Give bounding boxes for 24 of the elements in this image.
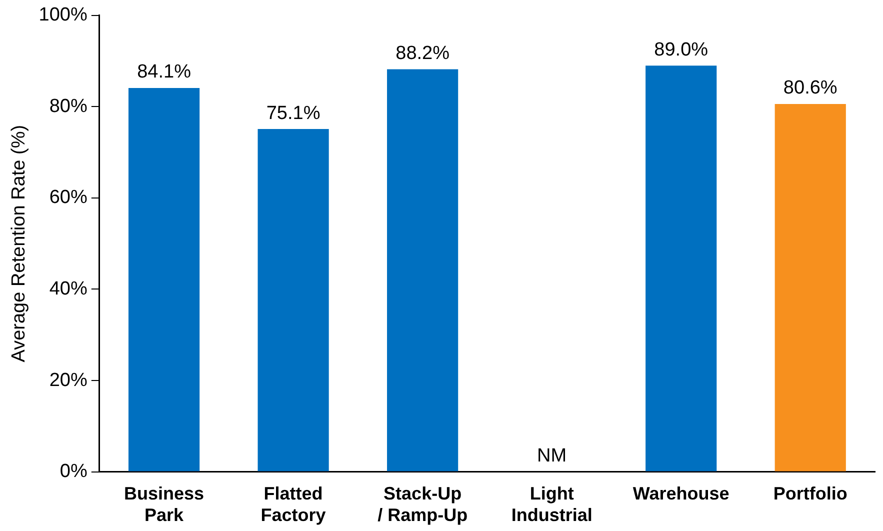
data-label: 75.1% — [266, 102, 320, 124]
data-label: 89.0% — [654, 39, 708, 60]
x-tick-label: Business Park — [124, 484, 204, 526]
y-tick-label: 80% — [49, 96, 88, 117]
x-tick-label: Light Industrial — [511, 484, 592, 526]
bar — [128, 88, 200, 472]
x-tick-label: Stack-Up / Ramp-Up — [378, 484, 468, 526]
y-tick-label: 0% — [60, 461, 88, 482]
bar — [774, 104, 846, 472]
y-tick-label: 100% — [38, 4, 88, 26]
bar — [258, 129, 329, 472]
data-label: 80.6% — [783, 78, 838, 99]
data-label: 88.2% — [396, 42, 450, 64]
bar — [646, 66, 717, 472]
x-tick-label: Flatted Factory — [260, 484, 326, 526]
x-tick-label: Warehouse — [632, 484, 730, 504]
data-label: 84.1% — [137, 62, 192, 83]
y-axis-title: Average Retention Rate (%) — [8, 124, 30, 362]
y-tick-label: 20% — [49, 370, 88, 391]
text: NM — [537, 446, 567, 467]
y-tick-label: 60% — [49, 187, 88, 208]
bar — [387, 69, 458, 472]
y-tick-label: 40% — [49, 278, 88, 300]
x-tick-label: Portfolio — [773, 484, 848, 504]
